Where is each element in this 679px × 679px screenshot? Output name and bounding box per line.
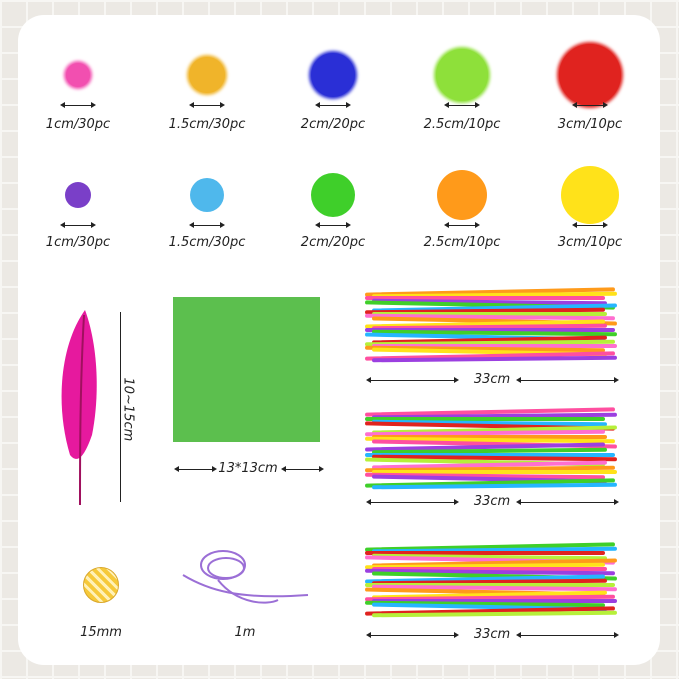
pompom: [189, 57, 225, 93]
size-arrow: [315, 102, 351, 108]
size-arrow: [189, 222, 225, 228]
pompom: [66, 63, 90, 87]
length-arrow: [516, 632, 619, 638]
length-arrow: [366, 499, 459, 505]
pompom: [561, 166, 619, 224]
felt-size-label: 13*13cm: [218, 461, 278, 476]
cord-length-label: 1m: [234, 625, 256, 640]
size-arrow: [444, 222, 480, 228]
size-arrow: [189, 102, 225, 108]
length-arrow: [366, 632, 459, 638]
pompom: [559, 44, 621, 106]
pompom-size-label: 2cm/20pc: [300, 117, 366, 132]
pipe-cleaner: [372, 434, 607, 439]
pompom: [311, 173, 355, 217]
pipe-length-label: 33cm: [473, 372, 511, 387]
size-arrow: [315, 222, 351, 228]
felt-arrow-left: [174, 466, 217, 472]
pompom-size-label: 2cm/20pc: [300, 235, 366, 250]
feather-image: [61, 310, 97, 506]
pompom-size-label: 2.5cm/10pc: [423, 235, 501, 250]
pompom-size-label: 3cm/10pc: [557, 117, 623, 132]
pipe-cleaner: [372, 344, 617, 349]
size-arrow: [444, 102, 480, 108]
pompom-size-label: 3cm/10pc: [557, 235, 623, 250]
felt-arrow-right: [281, 466, 324, 472]
length-arrow: [516, 377, 619, 383]
button-image: [83, 567, 119, 603]
size-arrow: [60, 222, 96, 228]
pompom-size-label: 1cm/30pc: [45, 235, 111, 250]
pipe-cleaner: [365, 452, 615, 457]
pompom: [311, 53, 355, 97]
pipe-cleaner: [372, 599, 617, 604]
button-size-label: 15mm: [80, 625, 122, 640]
pompom-size-label: 1cm/30pc: [45, 117, 111, 132]
felt-sheet: [173, 297, 320, 442]
pompom-size-label: 1.5cm/30pc: [168, 235, 246, 250]
size-arrow: [60, 102, 96, 108]
length-arrow: [366, 377, 459, 383]
pipe-length-label: 33cm: [473, 494, 511, 509]
length-arrow: [516, 499, 619, 505]
feather-size-arrow: [120, 312, 121, 502]
pipe-cleaner: [365, 417, 605, 422]
pipe-length-label: 33cm: [473, 627, 511, 642]
pipe-cleaner: [365, 296, 605, 301]
pompom: [436, 49, 488, 101]
pompom-size-label: 1.5cm/30pc: [168, 117, 246, 132]
size-arrow: [572, 102, 608, 108]
pipe-cleaner: [372, 470, 617, 475]
size-arrow: [572, 222, 608, 228]
feather-size-label: 10~15cm: [120, 377, 136, 442]
pompom: [65, 182, 91, 208]
pompom-size-label: 2.5cm/10pc: [423, 117, 501, 132]
pompom: [437, 170, 487, 220]
pompom: [190, 178, 224, 212]
elastic-cord-image: [182, 550, 309, 604]
pipe-cleaner: [365, 551, 605, 556]
